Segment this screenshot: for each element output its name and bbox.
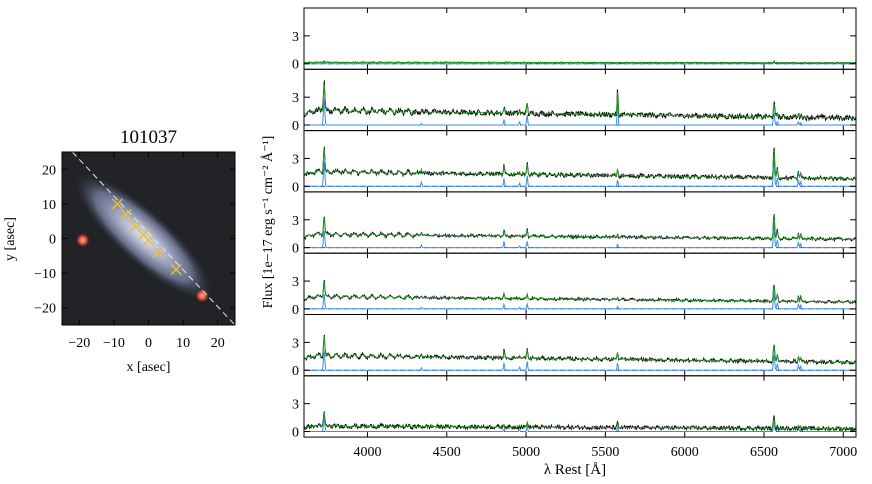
spectrum-y-tick-label-4-0: 0 — [292, 303, 299, 318]
spectrum-x-tick-label-2: 5000 — [512, 445, 540, 460]
spectrum-y-tick-label-0-0: 0 — [292, 58, 299, 73]
emission-line-model-1 — [304, 99, 856, 126]
fiber-marker-4 — [143, 234, 154, 246]
fiber-marker-6 — [170, 264, 182, 276]
image-title: 101037 — [120, 127, 177, 148]
spectrum-x-tick-label-5: 6500 — [750, 445, 778, 460]
spectrum-frame-6 — [303, 375, 857, 438]
emission-line-model-4 — [304, 293, 856, 310]
emission-line-model-6 — [304, 417, 856, 433]
spectrum-panel-4: 03 — [292, 252, 857, 318]
emission-line-model-0 — [304, 61, 856, 65]
spectrum-y-tick-label-1-0: 0 — [292, 119, 299, 134]
spectrum-panel-2: 03 — [292, 130, 857, 195]
fiber-marker-0 — [111, 198, 123, 210]
model-spectrum-3 — [303, 215, 857, 241]
spectrum-y-tick-label-0-1: 3 — [292, 30, 299, 45]
model-spectrum-2 — [303, 147, 857, 180]
spectrum-x-tick-label-4: 6000 — [671, 445, 699, 460]
spectrum-y-tick-label-3-0: 0 — [292, 242, 299, 257]
observed-spectrum-6 — [303, 411, 857, 433]
spectrum-x-tick-label-6: 7000 — [829, 445, 857, 460]
model-spectrum-0 — [303, 60, 856, 64]
spectrum-x-tick-label-3: 5500 — [591, 445, 619, 460]
emission-line-model-5 — [304, 350, 856, 372]
image-y-tick-label-0: −20 — [34, 302, 56, 317]
spectrum-panel-3: 03 — [292, 191, 857, 257]
emission-line-model-3 — [304, 224, 856, 249]
background-source-0 — [75, 233, 90, 248]
image-x-tick-label-1: −10 — [103, 336, 125, 351]
spectrum-y-tick-label-6-1: 3 — [292, 398, 299, 413]
fiber-marker-5 — [152, 246, 164, 258]
spectrum-x-tick-label-0: 4000 — [353, 445, 381, 460]
observed-spectrum-1 — [303, 80, 857, 122]
spectrum-y-tick-label-5-1: 3 — [292, 336, 299, 351]
image-x-tick-label-2: 0 — [145, 336, 152, 351]
spectrum-panel-0: 03 — [292, 7, 857, 73]
model-spectrum-6 — [303, 412, 856, 430]
spectrum-y-tick-label-6-0: 0 — [292, 426, 299, 441]
spectrum-y-tick-label-2-1: 3 — [292, 152, 299, 167]
fiber-marker-1 — [120, 208, 132, 220]
spectrum-x-tick-label-1: 4500 — [433, 445, 461, 460]
spectra-x-label: λ Rest [Å] — [544, 462, 606, 478]
spectrum-y-tick-label-4-1: 3 — [292, 275, 299, 290]
spectrum-frame-0 — [303, 7, 857, 70]
image-y-tick-label-1: −10 — [34, 267, 56, 282]
image-x-tick-label-4: 20 — [211, 336, 225, 351]
spectrum-y-tick-label-2-0: 0 — [292, 180, 299, 195]
background-source-1 — [195, 288, 210, 303]
spectrum-panel-5: 03 — [292, 314, 857, 379]
image-x-tick-label-0: −20 — [68, 336, 90, 351]
emission-line-model-2 — [304, 159, 856, 187]
image-y-tick-label-2: 0 — [49, 233, 56, 248]
image-y-label: y [asec] — [3, 217, 18, 261]
spectrum-y-tick-label-1-1: 3 — [292, 91, 299, 106]
model-spectrum-1 — [303, 84, 857, 119]
spectrum-panel-6: 03 — [292, 375, 857, 441]
spectrum-y-tick-label-5-0: 0 — [292, 364, 299, 379]
spectrum-panel-1: 03 — [292, 68, 857, 134]
model-spectrum-4 — [303, 282, 857, 303]
image-y-tick-label-3: 10 — [42, 198, 56, 213]
image-y-tick-label-4: 20 — [42, 163, 56, 178]
image-x-tick-label-3: 10 — [176, 336, 190, 351]
model-spectrum-5 — [303, 336, 857, 364]
image-x-label: x [asec] — [127, 360, 171, 375]
spectra-y-label: Flux [1e−17 erg s⁻¹ cm⁻² Å⁻¹] — [260, 136, 276, 309]
spectrum-y-tick-label-3-1: 3 — [292, 214, 299, 229]
